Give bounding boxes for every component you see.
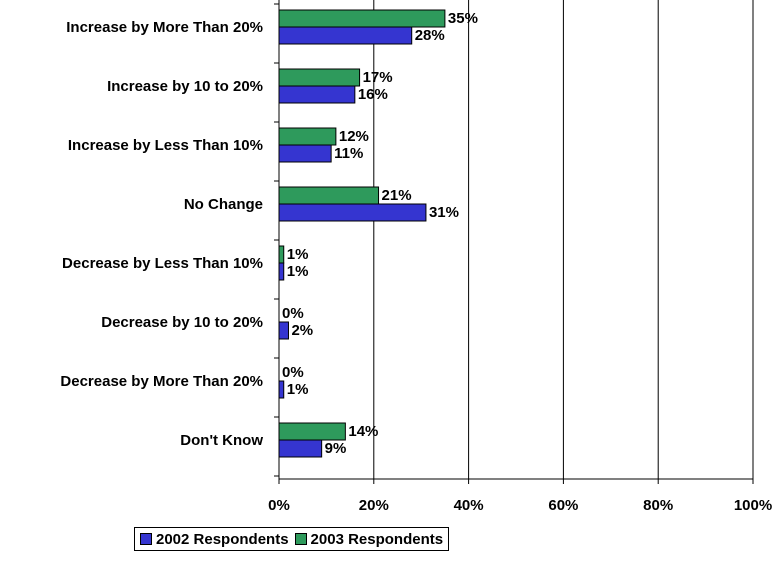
category-label: Increase by Less Than 10% [68, 137, 263, 154]
category-label: Don't Know [180, 432, 263, 449]
legend-label-2002: 2002 Respondents [156, 530, 289, 548]
data-label: 9% [325, 440, 347, 457]
category-label: Decrease by Less Than 10% [62, 255, 263, 272]
x-tick-label: 40% [454, 497, 484, 514]
legend-label-2003: 2003 Respondents [310, 530, 444, 548]
legend: 2002 Respondents 2003 Respondents [134, 527, 450, 551]
bar-2003 [278, 68, 361, 87]
bar-2003 [278, 245, 285, 264]
bar-2002 [278, 439, 323, 458]
bar-2002 [278, 262, 285, 281]
x-tick-label: 100% [734, 497, 772, 514]
category-label: Decrease by 10 to 20% [101, 314, 263, 331]
legend-swatch-2003 [294, 533, 307, 545]
bar-2002 [278, 203, 427, 222]
bar-2003 [278, 127, 337, 146]
data-label: 31% [429, 204, 459, 221]
data-label: 12% [339, 128, 369, 145]
bar-2003 [278, 422, 346, 441]
category-label: No Change [184, 196, 263, 213]
x-tick-label: 60% [548, 497, 578, 514]
data-label: 1% [287, 263, 309, 280]
data-label: 35% [448, 10, 478, 27]
bar-2002 [278, 321, 289, 340]
data-label: 0% [282, 364, 304, 381]
category-label: Decrease by More Than 20% [60, 373, 263, 390]
data-label: 1% [287, 381, 309, 398]
data-label: 28% [415, 27, 445, 44]
bar-2003 [278, 186, 380, 205]
x-tick-label: 20% [359, 497, 389, 514]
data-label: 2% [291, 322, 313, 339]
bar-2002 [278, 144, 332, 163]
bar-2002 [278, 380, 285, 399]
bar-2003 [278, 9, 446, 28]
data-label: 1% [287, 246, 309, 263]
data-label: 21% [382, 187, 412, 204]
bar-2002 [278, 26, 413, 45]
data-label: 11% [334, 145, 363, 162]
x-tick-label: 0% [268, 497, 290, 514]
legend-item-2002: 2002 Respondents [140, 531, 289, 548]
bar-2002 [278, 85, 356, 104]
legend-swatch-2002 [140, 533, 152, 545]
data-label: 17% [363, 69, 393, 86]
category-label: Increase by 10 to 20% [107, 78, 263, 95]
data-label: 0% [282, 305, 304, 322]
x-tick-label: 80% [643, 497, 673, 514]
data-label: 14% [348, 423, 378, 440]
category-label: Increase by More Than 20% [66, 19, 263, 36]
data-label: 16% [358, 86, 388, 103]
legend-item-2003: 2003 Respondents [294, 530, 444, 548]
